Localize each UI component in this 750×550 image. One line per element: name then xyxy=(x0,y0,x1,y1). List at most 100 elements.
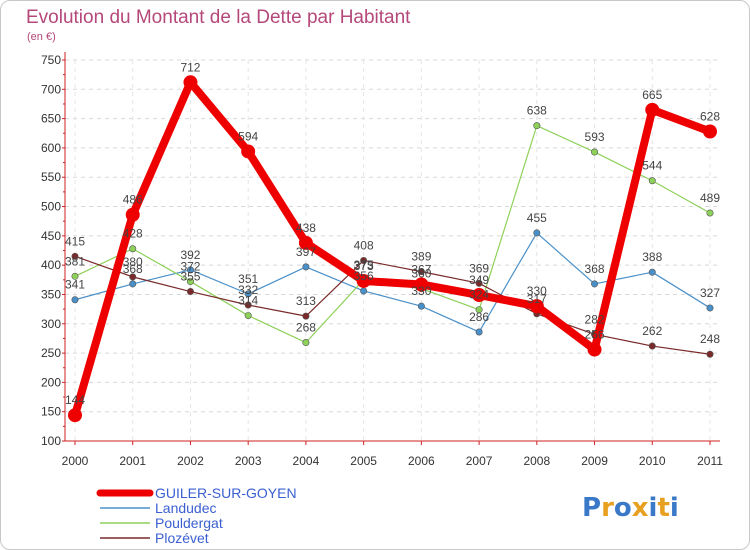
data-label: 324 xyxy=(469,288,489,302)
data-point xyxy=(125,207,140,222)
legend-entry: Landudec xyxy=(100,500,217,516)
data-label: 332 xyxy=(238,283,258,297)
series-ploz-vet xyxy=(71,252,714,358)
legend-label: GUILER-SUR-GOYEN xyxy=(155,485,297,501)
data-label: 330 xyxy=(411,284,431,298)
data-label: 594 xyxy=(238,129,258,143)
data-label: 367 xyxy=(411,262,431,276)
data-label: 341 xyxy=(65,278,85,292)
data-point xyxy=(302,312,310,320)
data-point xyxy=(302,339,310,347)
data-label: 593 xyxy=(585,130,605,144)
series-lines xyxy=(68,75,717,423)
data-point xyxy=(129,273,137,281)
data-point xyxy=(648,177,656,185)
data-labels: 341 368 392 351 397 356 330 286 455 368 388 327 381 4… xyxy=(65,60,720,407)
data-point xyxy=(71,296,79,304)
data-label: 489 xyxy=(700,191,720,205)
data-label: 248 xyxy=(700,332,720,346)
legend-label: Pouldergat xyxy=(155,515,223,531)
data-label: 327 xyxy=(700,286,720,300)
series-line xyxy=(74,255,711,355)
logo-letter: i xyxy=(670,493,679,523)
data-point xyxy=(706,350,714,358)
x-tick-label: 2001 xyxy=(119,454,146,468)
data-point xyxy=(648,268,656,276)
y-tick-label: 350 xyxy=(41,287,61,301)
data-point xyxy=(241,144,256,159)
data-point xyxy=(68,408,82,423)
series-line xyxy=(71,78,714,420)
data-label: 144 xyxy=(65,393,85,407)
data-label: 415 xyxy=(65,234,85,248)
data-point xyxy=(706,209,714,217)
data-point xyxy=(129,280,137,288)
y-tick-label: 650 xyxy=(41,112,61,126)
legend: GUILER-SUR-GOYENLandudecPouldergatPlozév… xyxy=(96,485,297,546)
data-point xyxy=(703,124,717,139)
series-landudec xyxy=(71,229,714,336)
data-label: 286 xyxy=(469,310,489,324)
y-tick-label: 500 xyxy=(41,200,61,214)
data-label: 369 xyxy=(469,261,489,275)
data-label: 351 xyxy=(238,272,258,286)
data-point xyxy=(529,299,544,314)
legend-label: Plozévet xyxy=(155,530,209,546)
data-label: 368 xyxy=(585,262,605,276)
legend-label: Landudec xyxy=(155,500,217,516)
data-point xyxy=(244,312,252,320)
data-point xyxy=(591,148,599,156)
data-label: 356 xyxy=(354,269,374,283)
data-point xyxy=(472,288,487,303)
data-label: 388 xyxy=(642,250,662,264)
logo-letter: P xyxy=(582,493,601,523)
data-point xyxy=(475,279,483,287)
data-point xyxy=(129,245,137,253)
data-point xyxy=(648,342,656,350)
data-point xyxy=(533,122,541,130)
logo-letter: x xyxy=(632,493,649,523)
x-tick-label: 2005 xyxy=(350,454,377,468)
axes: 100 150 200 250 300 350 400 450 500 550 600 650 700 7… xyxy=(41,52,723,468)
data-label: 380 xyxy=(123,255,143,269)
data-point xyxy=(417,302,425,310)
proxiti-logo: Proxiti xyxy=(582,493,679,523)
data-point xyxy=(356,273,371,288)
chart-subtitle: (en €) xyxy=(27,31,56,43)
data-label: 544 xyxy=(642,159,662,173)
logo-letter: t xyxy=(657,493,669,523)
data-label: 389 xyxy=(411,250,431,264)
data-label: 397 xyxy=(296,245,316,259)
legend-entry: Pouldergat xyxy=(100,515,223,531)
y-tick-label: 450 xyxy=(41,229,61,243)
legend-entry: Plozévet xyxy=(100,530,209,546)
y-tick-label: 600 xyxy=(41,141,61,155)
data-label: 392 xyxy=(180,248,200,262)
data-label: 330 xyxy=(527,284,547,298)
x-tick-label: 2006 xyxy=(408,454,435,468)
data-label: 372 xyxy=(180,260,200,274)
data-point xyxy=(302,263,310,271)
series-line xyxy=(74,125,711,344)
y-tick-label: 300 xyxy=(41,317,61,331)
data-point xyxy=(183,75,198,90)
data-point xyxy=(244,290,252,298)
data-point xyxy=(186,278,194,286)
data-label: 282 xyxy=(585,312,605,326)
data-label: 317 xyxy=(527,292,547,306)
data-point xyxy=(417,268,425,276)
series-guiler-sur-goyen xyxy=(68,75,717,423)
series-pouldergat xyxy=(71,122,714,347)
data-label: 638 xyxy=(527,104,547,118)
data-point xyxy=(645,102,660,117)
y-tick-label: 250 xyxy=(41,346,61,360)
y-tick-label: 100 xyxy=(41,434,61,448)
data-label: 712 xyxy=(180,60,200,74)
data-label: 455 xyxy=(527,211,547,225)
data-point xyxy=(475,306,483,314)
data-point xyxy=(533,229,541,237)
data-label: 360 xyxy=(411,267,431,281)
data-label: 314 xyxy=(238,294,258,308)
data-point xyxy=(71,272,79,280)
